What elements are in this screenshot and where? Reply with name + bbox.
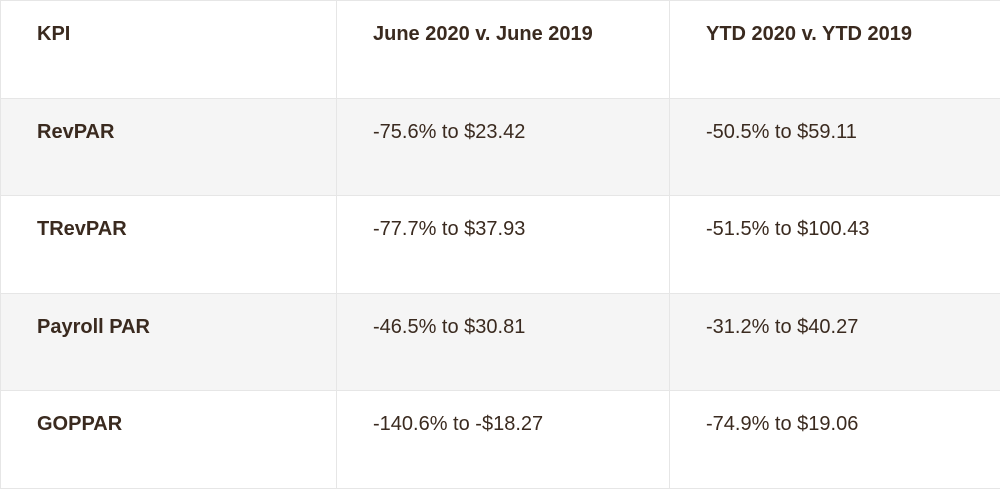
kpi-cell: TRevPAR: [1, 196, 337, 294]
column-header-ytd: YTD 2020 v. YTD 2019: [670, 1, 1000, 99]
column-header-june: June 2020 v. June 2019: [337, 1, 670, 99]
june-value-cell: -46.5% to $30.81: [337, 293, 670, 391]
kpi-cell: GOPPAR: [1, 391, 337, 489]
ytd-value-cell: -31.2% to $40.27: [670, 293, 1000, 391]
ytd-value-cell: -50.5% to $59.11: [670, 98, 1000, 196]
kpi-cell: Payroll PAR: [1, 293, 337, 391]
kpi-cell: RevPAR: [1, 98, 337, 196]
june-value-cell: -140.6% to -$18.27: [337, 391, 670, 489]
june-value-cell: -77.7% to $37.93: [337, 196, 670, 294]
table-row: RevPAR -75.6% to $23.42 -50.5% to $59.11: [1, 98, 1000, 196]
ytd-value-cell: -51.5% to $100.43: [670, 196, 1000, 294]
ytd-value-cell: -74.9% to $19.06: [670, 391, 1000, 489]
table-row: GOPPAR -140.6% to -$18.27 -74.9% to $19.…: [1, 391, 1000, 489]
table-row: TRevPAR -77.7% to $37.93 -51.5% to $100.…: [1, 196, 1000, 294]
table-row: Payroll PAR -46.5% to $30.81 -31.2% to $…: [1, 293, 1000, 391]
column-header-kpi: KPI: [1, 1, 337, 99]
table-header-row: KPI June 2020 v. June 2019 YTD 2020 v. Y…: [1, 1, 1000, 99]
june-value-cell: -75.6% to $23.42: [337, 98, 670, 196]
